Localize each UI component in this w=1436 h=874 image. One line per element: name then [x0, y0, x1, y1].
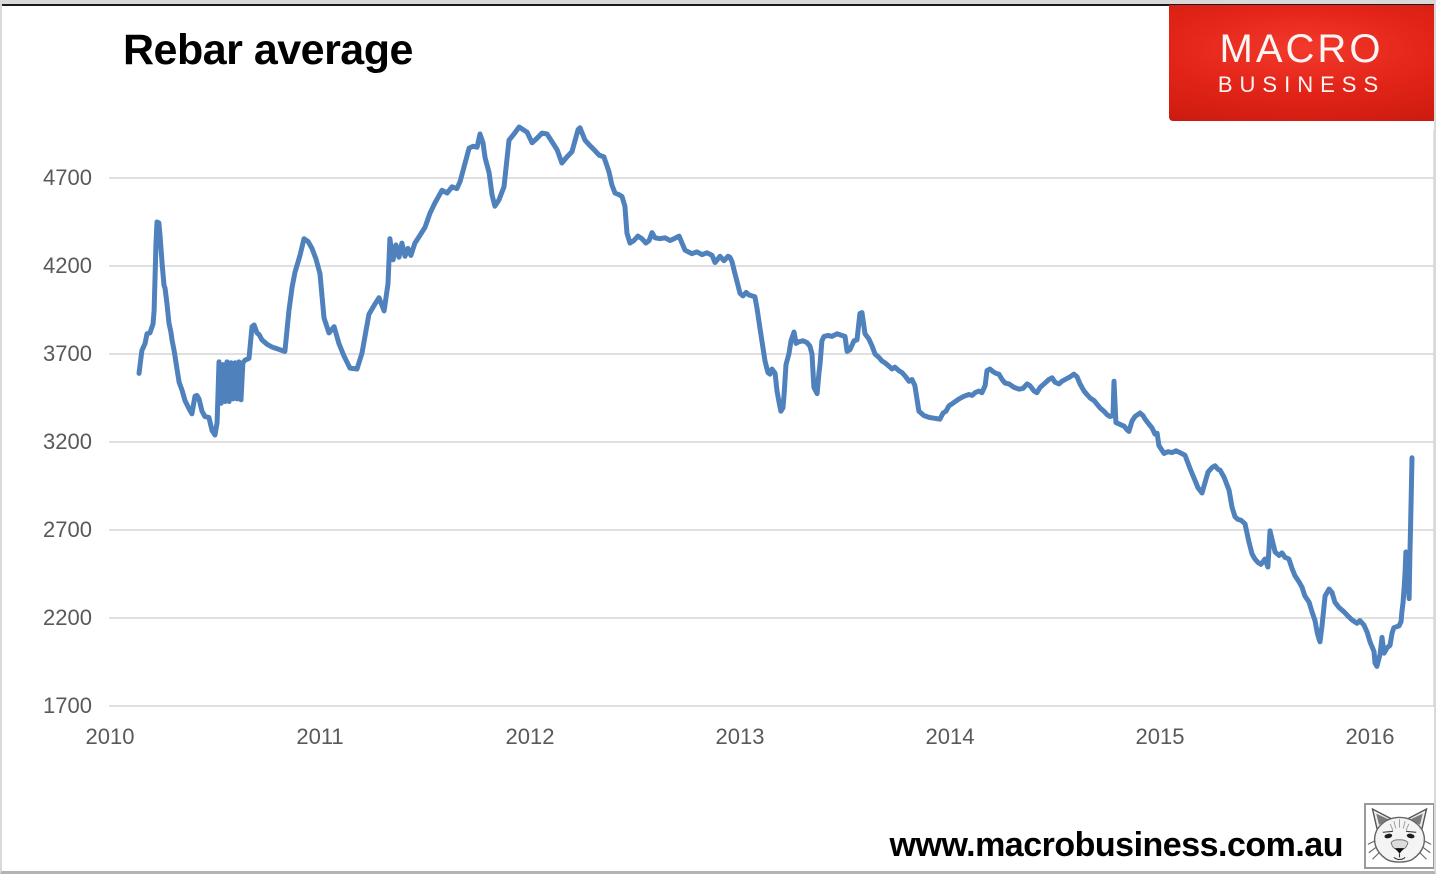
y-axis-label-3700: 3700	[43, 341, 92, 366]
macrobusiness-logo: MACRO BUSINESS	[1169, 5, 1434, 121]
x-axis-label-2016: 2016	[1345, 724, 1395, 749]
x-axis-label-2012: 2012	[505, 724, 555, 749]
gridlines	[109, 177, 1434, 707]
x-axis-label-2013: 2013	[715, 724, 765, 749]
top-border-line	[2, 4, 1434, 6]
x-axis-label-2011: 2011	[296, 724, 344, 749]
logo-text-macro: MACRO	[1219, 27, 1384, 71]
rebar-price-line	[136, 124, 1415, 669]
logo-text-business: BUSINESS	[1217, 72, 1386, 97]
y-axis-label-4200: 4200	[43, 253, 92, 278]
y-axis-label-4700: 4700	[43, 165, 92, 190]
wolf-logo	[1364, 803, 1434, 869]
wolf-sketch-icon	[1366, 805, 1433, 867]
x-axis-label-2014: 2014	[925, 724, 975, 749]
x-axis-label-2010: 2010	[85, 724, 135, 749]
top-border-strip	[2, 0, 1434, 4]
y-axis-label-3200: 3200	[43, 429, 92, 454]
y-axis-label-2200: 2200	[43, 605, 92, 630]
y-axis-label-2700: 2700	[43, 517, 92, 542]
x-axis-label-2015: 2015	[1135, 724, 1185, 749]
y-axis-label-1700: 1700	[43, 693, 92, 718]
footer-url: www.macrobusiness.com.au	[889, 826, 1344, 864]
chart-title: Rebar average	[123, 26, 413, 74]
